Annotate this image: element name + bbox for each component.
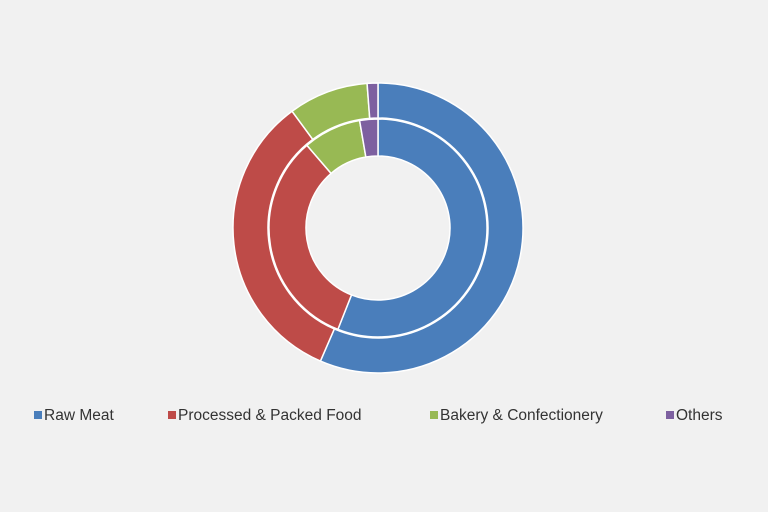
legend-swatch bbox=[430, 411, 438, 419]
legend-label: Raw Meat bbox=[44, 407, 114, 424]
legend-swatch bbox=[34, 411, 42, 419]
legend-label: Bakery & Confectionery bbox=[440, 407, 603, 424]
legend-swatch bbox=[666, 411, 674, 419]
donut-slice bbox=[358, 118, 379, 158]
donut-slice bbox=[319, 82, 524, 374]
legend-label: Others bbox=[676, 407, 723, 424]
donut-slice bbox=[366, 82, 379, 120]
donut-slice bbox=[268, 144, 353, 331]
legend-swatch bbox=[168, 411, 176, 419]
donut-slice bbox=[336, 118, 488, 338]
legend-label: Processed & Packed Food bbox=[178, 407, 362, 424]
